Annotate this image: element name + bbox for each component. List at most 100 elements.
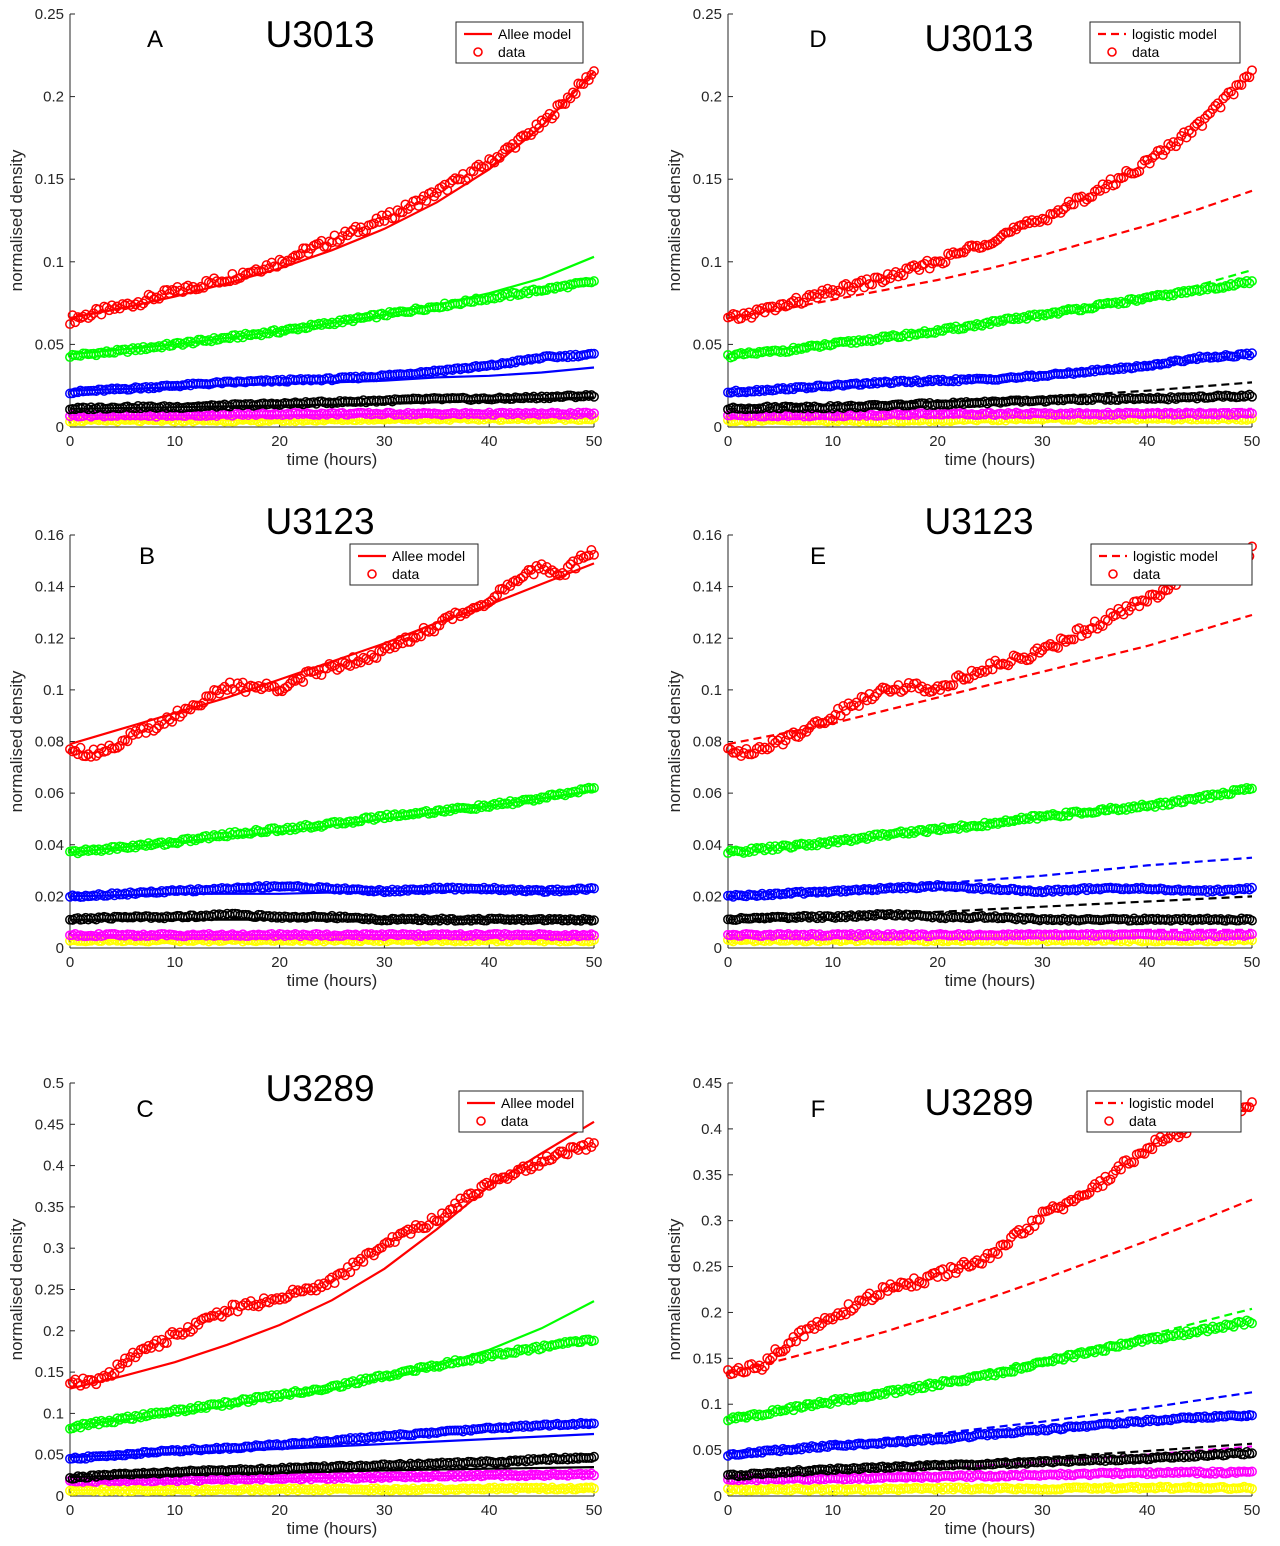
data-point bbox=[65, 319, 75, 330]
data-point bbox=[549, 110, 560, 121]
data-point bbox=[439, 179, 450, 190]
y-tick-label: 0.1 bbox=[43, 254, 64, 271]
data-point bbox=[148, 294, 159, 305]
x-tick-label: 50 bbox=[1244, 954, 1261, 971]
series-2 bbox=[65, 880, 599, 902]
y-tick-label: 0.05 bbox=[693, 336, 722, 353]
series-2 bbox=[65, 348, 599, 399]
y-tick-label: 0.12 bbox=[35, 630, 64, 647]
data-point bbox=[570, 88, 581, 99]
data-point bbox=[586, 390, 597, 401]
data-point bbox=[523, 128, 534, 138]
data-point bbox=[1247, 915, 1257, 926]
data-point bbox=[130, 345, 141, 356]
y-axis-label: normalised density bbox=[665, 149, 684, 291]
data-point bbox=[361, 225, 372, 236]
x-tick-label: 20 bbox=[929, 433, 946, 450]
x-tick-label: 10 bbox=[166, 433, 183, 450]
y-tick-label: 0.2 bbox=[701, 89, 722, 106]
x-tick-label: 10 bbox=[166, 954, 183, 971]
y-tick-label: 0.08 bbox=[35, 734, 64, 751]
x-tick-label: 10 bbox=[824, 954, 841, 971]
panel-letter: B bbox=[139, 543, 155, 570]
y-tick-label: 0.16 bbox=[35, 527, 64, 544]
data-point bbox=[342, 230, 353, 241]
model-curve bbox=[69, 255, 595, 356]
y-tick-label: 0.14 bbox=[35, 579, 64, 596]
data-point bbox=[403, 204, 413, 214]
y-tick-label: 0.16 bbox=[693, 527, 722, 544]
y-tick-label: 0 bbox=[56, 940, 64, 957]
x-axis-label: time (hours) bbox=[287, 971, 378, 990]
x-tick-label: 30 bbox=[376, 954, 393, 971]
y-tick-label: 0.04 bbox=[35, 837, 64, 854]
data-point bbox=[413, 200, 424, 211]
series-1 bbox=[65, 782, 599, 859]
y-tick-label: 0.02 bbox=[693, 888, 722, 905]
data-point bbox=[376, 210, 387, 221]
data-point bbox=[479, 162, 489, 173]
data-point bbox=[589, 276, 599, 287]
data-point bbox=[1247, 882, 1257, 893]
data-point bbox=[499, 144, 510, 155]
model-curve bbox=[69, 562, 595, 746]
data-point bbox=[416, 631, 427, 642]
y-axis-label: normalised density bbox=[7, 670, 26, 812]
legend-label-model: Allee model bbox=[498, 26, 571, 42]
data-point bbox=[589, 391, 599, 402]
data-point bbox=[1247, 276, 1257, 287]
x-tick-label: 30 bbox=[1034, 433, 1051, 450]
y-tick-label: 0.14 bbox=[693, 579, 722, 596]
x-tick-label: 40 bbox=[481, 433, 498, 450]
legend-label-data: data bbox=[392, 566, 419, 582]
chart-title: U3013 bbox=[265, 14, 374, 55]
x-tick-label: 20 bbox=[271, 954, 288, 971]
data-point bbox=[135, 300, 146, 311]
series-1 bbox=[65, 255, 599, 363]
y-tick-label: 0.1 bbox=[701, 254, 722, 271]
y-tick-label: 0 bbox=[714, 940, 722, 957]
data-point bbox=[240, 269, 251, 280]
data-point bbox=[86, 310, 96, 321]
data-point bbox=[193, 284, 204, 294]
x-tick-label: 40 bbox=[1139, 954, 1156, 971]
x-axis-label: time (hours) bbox=[945, 971, 1036, 990]
data-point bbox=[562, 282, 573, 293]
chart-title: U3123 bbox=[265, 501, 374, 542]
y-tick-label: 0 bbox=[56, 419, 64, 436]
y-tick-label: 0.02 bbox=[35, 888, 64, 905]
data-point bbox=[368, 218, 379, 229]
data-point bbox=[138, 298, 149, 309]
y-tick-label: 0.05 bbox=[35, 336, 64, 353]
chart-title: U3013 bbox=[924, 18, 1033, 59]
data-point bbox=[232, 332, 243, 343]
y-axis-label: normalised density bbox=[665, 670, 684, 812]
y-tick-label: 0.15 bbox=[35, 171, 64, 188]
data-point bbox=[104, 305, 115, 316]
x-tick-label: 50 bbox=[586, 954, 603, 971]
y-tick-label: 0.06 bbox=[693, 785, 722, 802]
model-curve bbox=[69, 71, 595, 320]
data-point bbox=[581, 72, 592, 83]
y-tick-label: 0.2 bbox=[43, 89, 64, 106]
data-point bbox=[460, 175, 471, 186]
data-point bbox=[468, 166, 479, 177]
series-2 bbox=[723, 348, 1257, 398]
x-tick-label: 0 bbox=[66, 954, 74, 971]
data-point bbox=[256, 266, 267, 277]
y-tick-label: 0.1 bbox=[43, 682, 64, 699]
data-point bbox=[418, 191, 429, 202]
x-tick-label: 50 bbox=[586, 433, 603, 450]
series-5 bbox=[723, 412, 1257, 427]
data-point bbox=[589, 348, 599, 359]
data-point bbox=[292, 250, 303, 261]
data-point bbox=[544, 108, 555, 119]
data-point bbox=[520, 131, 531, 142]
data-point bbox=[125, 727, 136, 738]
series-4 bbox=[65, 407, 599, 422]
x-axis-label: time (hours) bbox=[945, 450, 1036, 469]
